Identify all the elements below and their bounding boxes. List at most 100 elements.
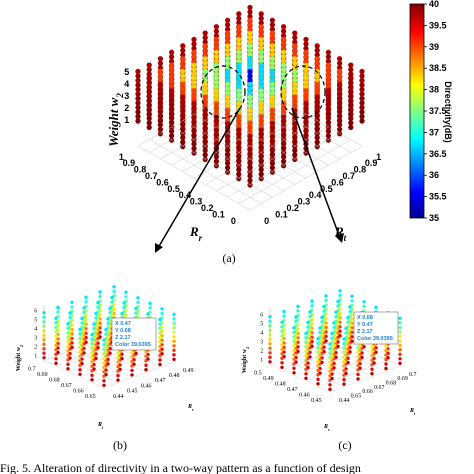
datatip-box <box>111 317 157 351</box>
z-tick-label: 1 <box>124 115 129 125</box>
data-point <box>292 335 296 339</box>
floor-gridline <box>238 88 351 153</box>
data-point <box>292 326 296 330</box>
data-point <box>144 368 148 372</box>
data-point <box>258 11 264 17</box>
data-point <box>303 36 309 43</box>
y-tick-label: 0.2 <box>286 203 299 213</box>
x-tick-label: 0.5 <box>167 184 180 194</box>
data-point <box>398 357 402 361</box>
z-tick-label: 6 <box>34 309 37 315</box>
data-point <box>236 87 242 94</box>
y-tick-label: 0.66 <box>362 389 373 395</box>
data-point <box>304 331 308 335</box>
data-point <box>224 43 231 49</box>
y-tick-label: 1 <box>376 152 381 162</box>
data-point <box>280 36 287 43</box>
data-point <box>78 341 82 345</box>
data-point <box>148 306 152 310</box>
floor-gridline <box>79 350 151 378</box>
data-point <box>191 62 197 68</box>
colorbar-tick-label: 35.5 <box>429 192 447 202</box>
data-point <box>303 75 309 81</box>
data-point <box>78 354 82 358</box>
data-point <box>398 348 402 352</box>
highlight-ellipse-right <box>280 65 326 119</box>
data-point <box>334 315 338 319</box>
datatip-line: X 0.47 <box>115 321 131 327</box>
colorbar-tick-label: 39.5 <box>429 20 447 30</box>
colorbar-tick-label: 38 <box>429 85 439 95</box>
data-point <box>325 62 332 68</box>
data-point <box>108 311 112 315</box>
data-point <box>130 355 134 359</box>
data-point <box>84 295 88 299</box>
data-point <box>213 87 220 94</box>
data-point <box>332 321 336 325</box>
data-point <box>362 304 366 308</box>
data-point <box>108 306 112 310</box>
data-point <box>54 348 58 352</box>
data-point <box>247 119 253 126</box>
floor-gridline <box>283 359 345 387</box>
data-point <box>398 330 402 334</box>
data-point <box>306 320 310 325</box>
data-point <box>94 316 98 320</box>
data-point <box>292 339 296 343</box>
data-point <box>158 349 162 353</box>
data-point <box>280 334 284 338</box>
colorbar-tick-label: 36.5 <box>429 149 447 159</box>
x-tick-label: 0.47 <box>287 387 298 393</box>
data-point <box>384 362 388 366</box>
data-point <box>384 348 388 353</box>
data-point <box>236 36 242 43</box>
data-point <box>398 325 402 329</box>
data-point <box>213 36 220 43</box>
data-point <box>356 359 360 363</box>
data-point <box>236 62 242 68</box>
data-point <box>157 55 164 62</box>
data-point <box>158 322 162 326</box>
data-point <box>102 361 106 365</box>
data-point <box>342 382 346 386</box>
data-point <box>316 364 320 368</box>
data-point <box>172 353 176 357</box>
data-point <box>168 87 175 94</box>
data-point <box>258 75 264 81</box>
colorbar-tick-label: 38.5 <box>429 63 447 73</box>
data-point <box>258 36 264 43</box>
data-point <box>280 329 284 333</box>
data-point <box>213 75 220 81</box>
data-point <box>320 320 324 324</box>
data-point <box>316 341 320 345</box>
data-point <box>247 55 253 62</box>
data-point <box>398 316 402 320</box>
data-point <box>398 321 402 325</box>
data-point <box>282 309 286 314</box>
highlight-ellipse-left <box>200 65 246 119</box>
datatip-line: Y 0.68 <box>115 328 131 334</box>
data-point <box>320 315 324 320</box>
data-point <box>316 359 320 363</box>
y-tick-label: 0.67 <box>374 385 385 391</box>
data-point <box>191 100 197 107</box>
data-point <box>54 316 58 320</box>
data-point <box>292 81 298 88</box>
data-point <box>303 87 309 94</box>
data-point <box>292 330 296 334</box>
x-tick-label: 0.9 <box>123 158 136 168</box>
floor-gridline <box>305 354 377 382</box>
data-point <box>269 30 276 36</box>
data-point <box>172 339 176 343</box>
data-point <box>296 309 300 313</box>
floor-gridline <box>281 343 353 371</box>
data-point <box>172 335 176 339</box>
data-point <box>68 311 72 315</box>
data-point <box>258 126 264 132</box>
data-point <box>310 299 314 303</box>
x-tick-label: 0.7 <box>28 367 36 373</box>
data-point <box>236 126 242 132</box>
data-point <box>370 358 374 362</box>
data-point <box>172 344 176 348</box>
data-point <box>80 321 84 325</box>
